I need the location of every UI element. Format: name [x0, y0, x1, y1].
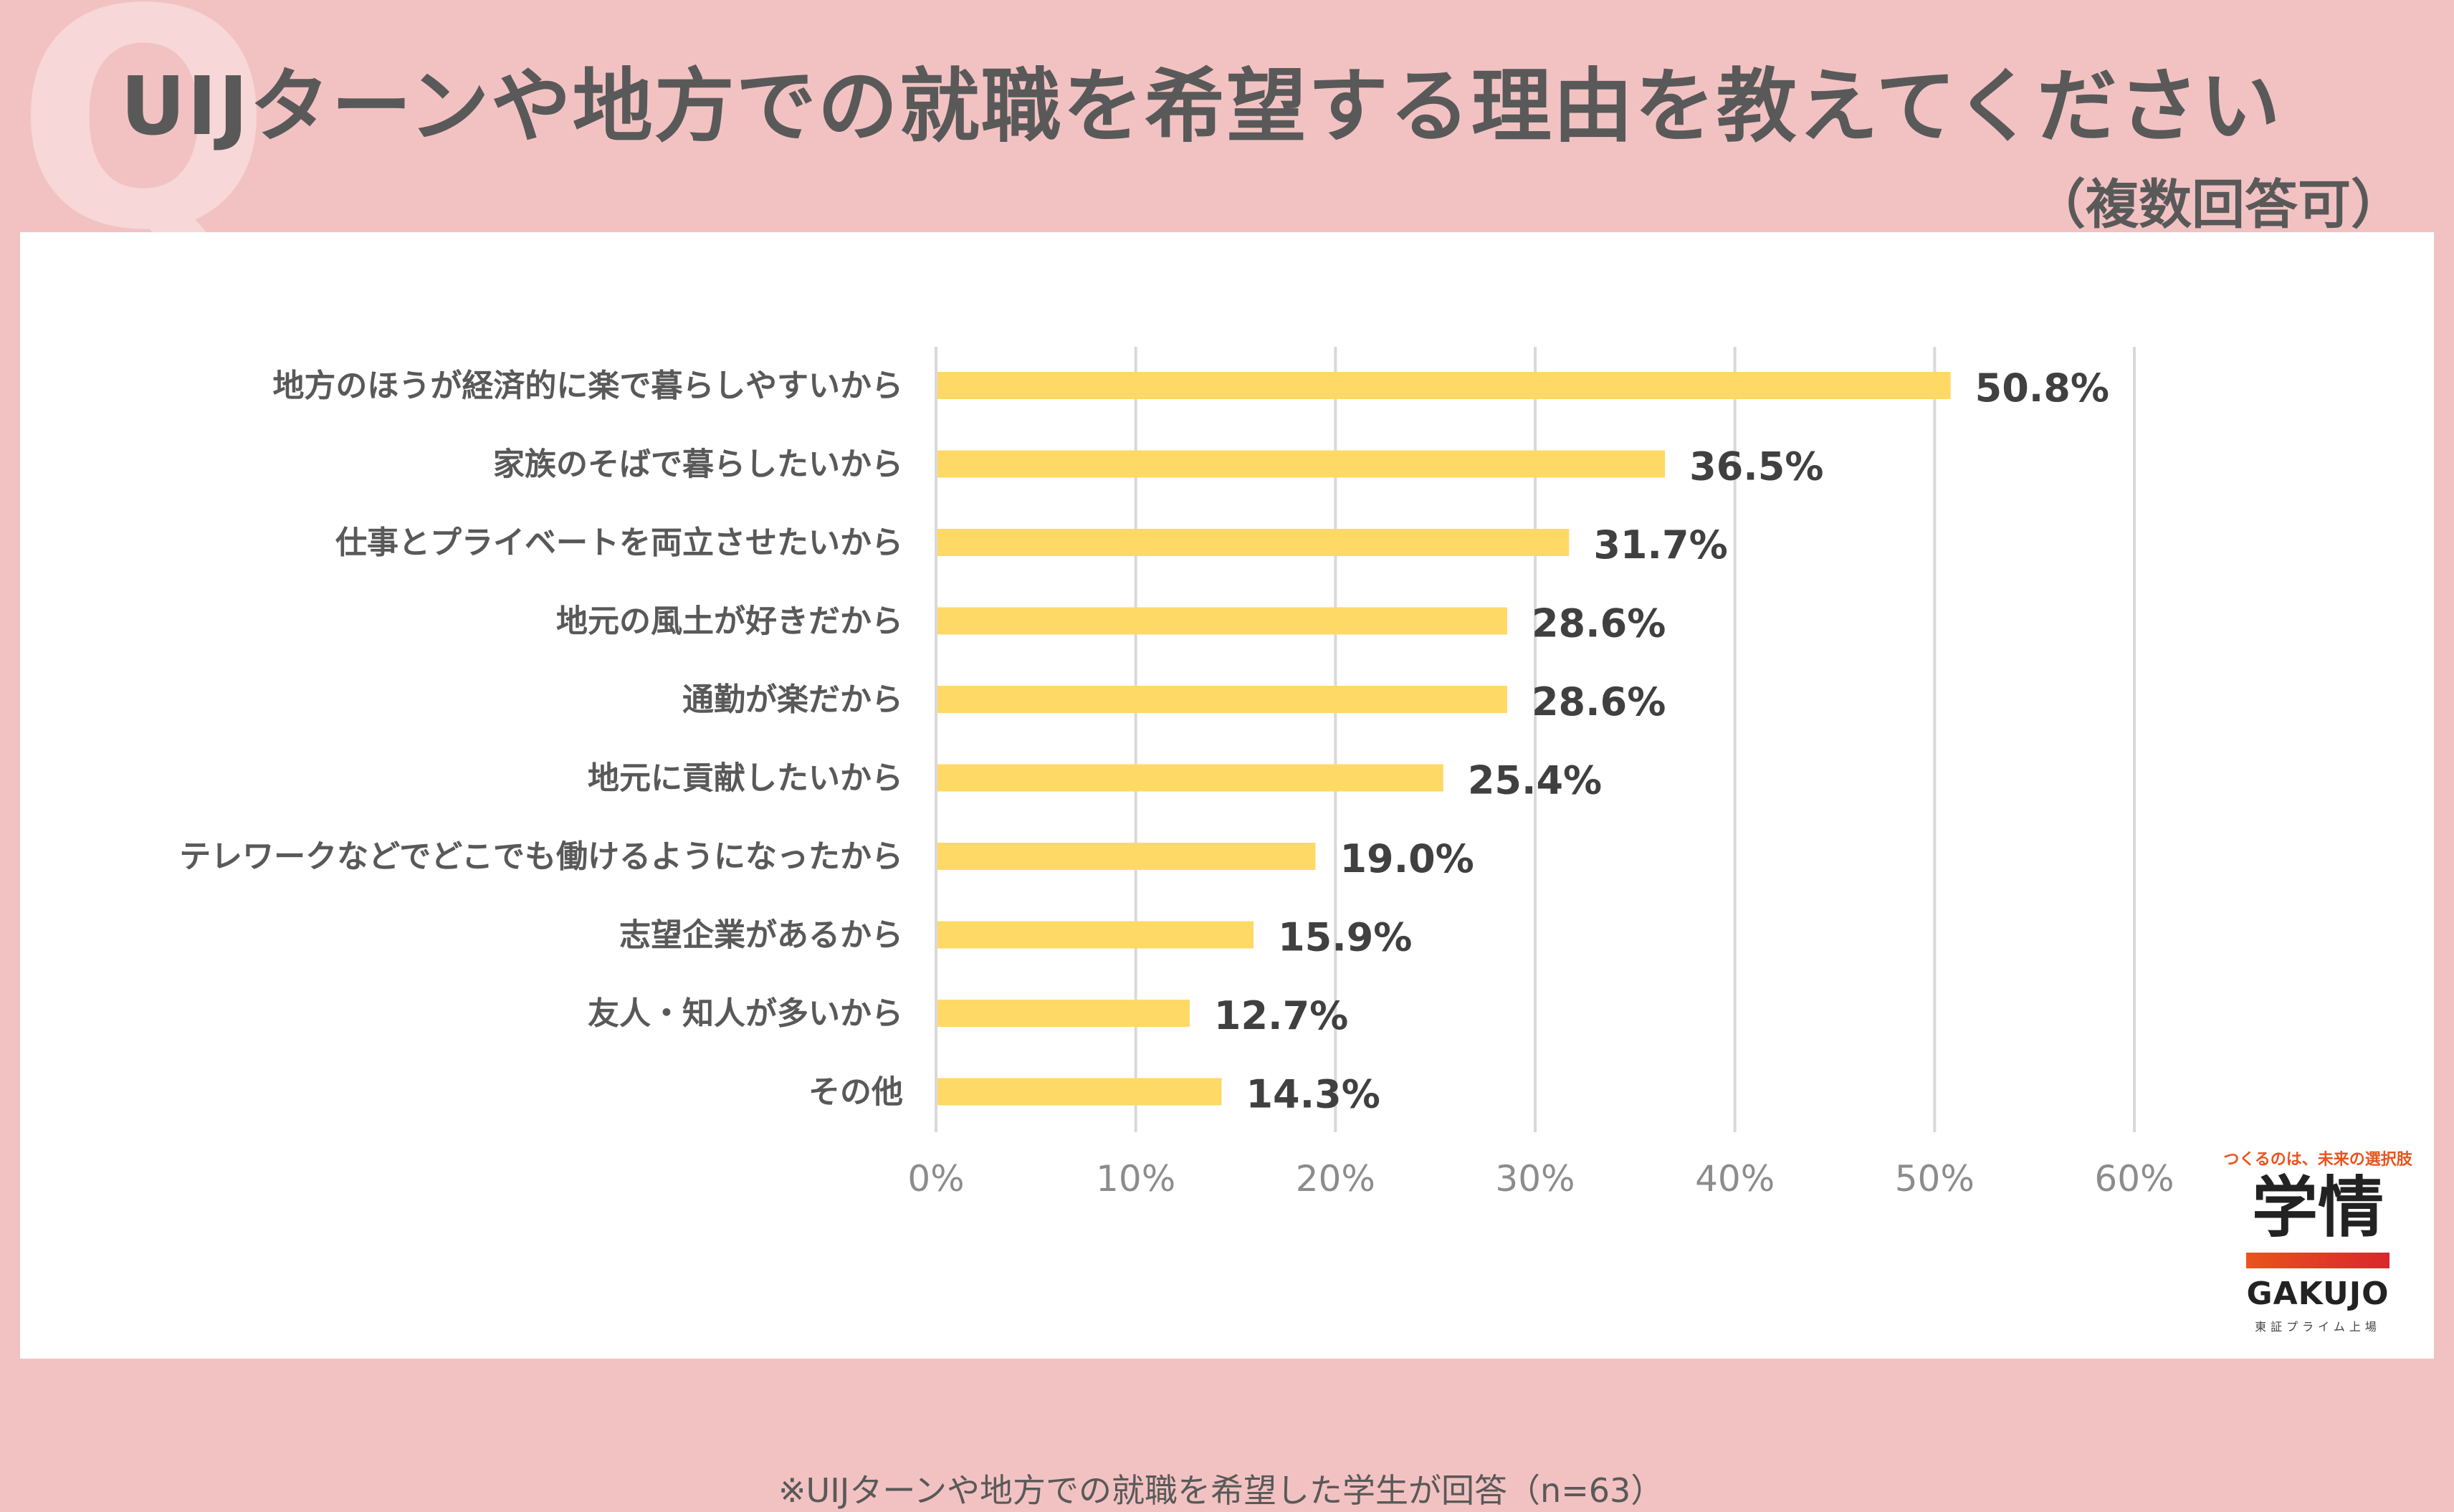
bar — [937, 372, 1951, 399]
page-subtitle: （複数回答可） — [2033, 174, 2404, 236]
value-label: 14.3% — [1246, 1072, 1380, 1117]
x-tick-label: 60% — [2094, 1158, 2174, 1200]
chart-panel: 地方のほうが経済的に楽で暮らしやすいから家族のそばで暮らしたいから仕事とプライベ… — [20, 232, 2434, 1510]
bar — [937, 921, 1254, 949]
bars — [937, 372, 1951, 1106]
logo-tagline: つくるのは、未来の選択肢 — [2223, 1151, 2412, 1169]
category-label: 地方のほうが経済的に楽で暮らしやすいから — [272, 368, 903, 404]
category-label: その他 — [808, 1074, 903, 1111]
value-label: 36.5% — [1689, 444, 1823, 489]
q-mark-decoration: Q — [16, 0, 272, 297]
value-label: 28.6% — [1532, 601, 1666, 646]
category-label: 地元に貢献したいから — [588, 760, 903, 797]
footnote: ※UIJターンや地方での就職を希望した学生が回答（n=63） — [778, 1471, 1664, 1510]
value-labels: 50.8% 36.5% 31.7% 28.6% 28.6% 25.4% 19.0% 15.9%… — [1214, 365, 2109, 1117]
value-label: 31.7% — [1593, 522, 1727, 568]
x-tick-label: 10% — [1096, 1158, 1175, 1200]
category-label: 通勤が楽だから — [682, 681, 903, 718]
bar — [937, 607, 1507, 635]
page-title: UIJターンや地方での就職を希望する理由を教えてください — [120, 60, 2282, 153]
logo-kanji: 学情 — [2251, 1169, 2384, 1246]
x-tick-label: 0% — [907, 1158, 964, 1200]
value-label: 50.8% — [1975, 365, 2109, 411]
value-label: 19.0% — [1340, 836, 1474, 881]
bar — [937, 529, 1570, 556]
x-tick-label: 30% — [1495, 1158, 1575, 1200]
category-label: テレワークなどでどこでも働けるようになったから — [179, 838, 903, 875]
bar — [937, 1000, 1190, 1027]
category-label: 志望企業があるから — [619, 917, 903, 954]
logo-english: GAKUJO — [2246, 1276, 2389, 1312]
bar — [937, 764, 1443, 792]
bar-chart: 地方のほうが経済的に楽で暮らしやすいから家族のそばで暮らしたいから仕事とプライベ… — [179, 347, 2174, 1200]
category-label: 仕事とプライベートを両立させたいから — [335, 525, 903, 561]
category-label: 友人・知人が多いから — [588, 995, 903, 1032]
value-label: 25.4% — [1468, 758, 1602, 803]
bar — [937, 686, 1507, 713]
logo-color-bar — [2246, 1253, 2389, 1268]
value-label: 28.6% — [1532, 679, 1666, 724]
gakujo-logo: つくるのは、未来の選択肢 学情 GAKUJO 東証プライム上場 — [2217, 1147, 2418, 1347]
logo-sub: 東証プライム上場 — [2255, 1320, 2381, 1334]
x-tick-label: 20% — [1296, 1158, 1375, 1200]
value-label: 12.7% — [1214, 993, 1348, 1038]
x-axis-ticks: 0% 10% 20% 30% 40% 50% 60% — [907, 1158, 2174, 1200]
x-tick-label: 40% — [1695, 1158, 1775, 1200]
grid-lines — [935, 347, 2136, 1132]
bar — [937, 1078, 1222, 1106]
bar — [937, 843, 1316, 870]
x-tick-label: 50% — [1895, 1158, 1975, 1200]
category-label: 家族のそばで暮らしたいから — [493, 446, 903, 483]
category-labels: 地方のほうが経済的に楽で暮らしやすいから家族のそばで暮らしたいから仕事とプライベ… — [179, 368, 903, 1111]
value-label: 15.9% — [1278, 915, 1412, 960]
category-label: 地元の風土が好きだから — [556, 603, 903, 640]
bar — [937, 450, 1666, 478]
